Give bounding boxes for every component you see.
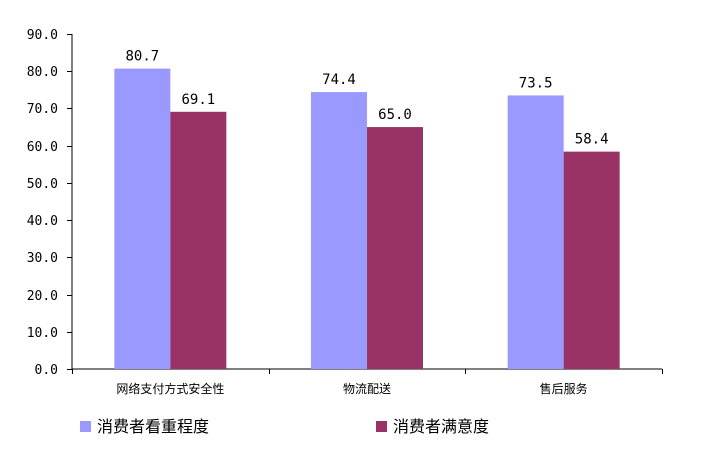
x-category-label: 网络支付方式安全性 xyxy=(116,381,224,396)
legend-label[interactable]: 消费者满意度 xyxy=(393,417,489,436)
data-label: 80.7 xyxy=(125,49,159,65)
bar-importance[interactable] xyxy=(311,92,367,370)
y-tick-label: 40.0 xyxy=(27,214,58,229)
x-category-label: 物流配送 xyxy=(343,381,391,396)
y-tick-label: 90.0 xyxy=(27,28,58,43)
y-tick-label: 60.0 xyxy=(27,140,58,155)
y-tick-label: 50.0 xyxy=(27,177,58,192)
legend-label[interactable]: 消费者看重程度 xyxy=(97,417,209,436)
y-tick-label: 30.0 xyxy=(27,251,58,266)
data-label: 74.4 xyxy=(322,72,356,88)
data-label: 58.4 xyxy=(575,132,609,148)
bar-importance[interactable] xyxy=(114,68,171,369)
legend-swatch[interactable] xyxy=(80,421,91,432)
bar-satisfaction[interactable] xyxy=(563,151,620,369)
y-tick-label: 0.0 xyxy=(35,363,58,378)
legend-swatch[interactable] xyxy=(376,421,387,432)
bar-satisfaction[interactable] xyxy=(367,127,423,369)
data-label: 69.1 xyxy=(181,92,215,108)
legend: 消费者看重程度 消费者满意度 xyxy=(80,417,489,436)
bar-importance[interactable] xyxy=(507,95,564,370)
data-label: 73.5 xyxy=(519,75,553,91)
y-tick-label: 10.0 xyxy=(27,326,58,341)
y-tick-label: 70.0 xyxy=(27,102,58,117)
plot-area: 0.0 10.0 20.0 30.0 40.0 50.0 60.0 70.0 80.0 90.0 8… xyxy=(27,28,663,396)
bar-satisfaction[interactable] xyxy=(170,111,227,370)
x-category-label: 售后服务 xyxy=(540,381,588,396)
y-tick-label: 20.0 xyxy=(27,289,58,304)
data-label: 65.0 xyxy=(378,107,412,123)
y-tick-label: 80.0 xyxy=(27,65,58,80)
